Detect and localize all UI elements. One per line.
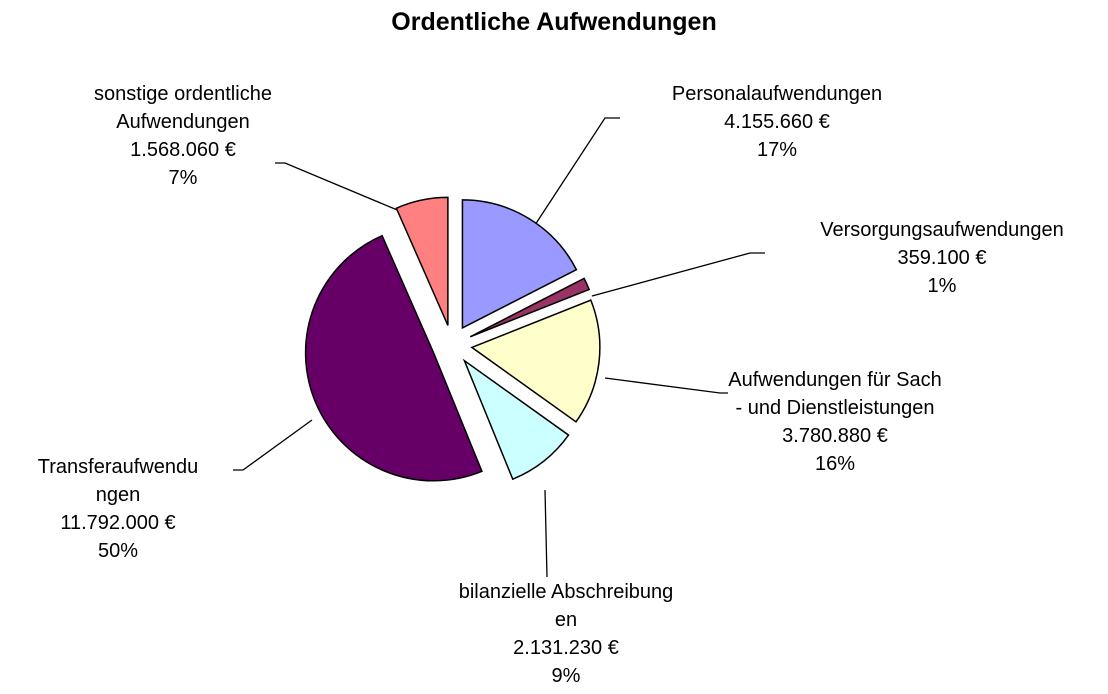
chart-title: Ordentliche Aufwendungen: [391, 8, 717, 36]
slice-label: Aufwendungen für Sach- und Dienstleistun…: [725, 366, 945, 478]
percent-label: 7%: [168, 167, 198, 189]
percent-label: 16%: [814, 453, 856, 475]
value-label: 2.131.230 €: [513, 637, 619, 659]
pie-slice: [304, 234, 483, 482]
category-label: Versorgungsaufwendungen: [820, 219, 1064, 241]
slice-label: bilanzielle Abschreibungen 2.131.230 € 9%: [456, 578, 676, 690]
leader-line: [604, 377, 728, 394]
percent-label: 9%: [551, 665, 581, 687]
leader-line: [275, 162, 403, 213]
percent-label: 50%: [97, 540, 139, 562]
value-label: 3.780.880 €: [782, 425, 888, 447]
slice-label: Personalaufwendungen 4.155.660 € 17%: [627, 80, 927, 164]
slice-label: sonstige ordentliche Aufwendungen 1.568.0…: [88, 80, 278, 192]
slice-label: Transferaufwendungen 11.792.000 € 50%: [33, 453, 203, 565]
category-label: bilanzielle Abschreibungen: [458, 581, 674, 631]
value-label: 11.792.000 €: [60, 512, 176, 534]
category-label: sonstige ordentliche Aufwendungen: [94, 83, 272, 133]
category-label: Aufwendungen für Sach- und Dienstleistun…: [728, 369, 942, 419]
pie-slice: [470, 299, 601, 423]
leader-line: [532, 117, 620, 229]
slice-label: Versorgungsaufwendungen 359.100 € 1%: [772, 216, 1108, 300]
percent-label: 1%: [927, 275, 957, 297]
value-label: 4.155.660 €: [724, 111, 830, 133]
value-label: 359.100 €: [897, 247, 987, 269]
leader-line: [233, 419, 313, 471]
pie-slice: [469, 277, 591, 338]
category-label: Transferaufwendungen: [37, 456, 199, 506]
pie-slice: [395, 196, 449, 326]
category-label: Personalaufwendungen: [671, 83, 883, 105]
value-label: 1.568.060 €: [130, 139, 236, 161]
leader-line: [591, 252, 765, 297]
pie-slice: [462, 358, 570, 481]
pie-slice: [461, 199, 578, 330]
percent-label: 17%: [756, 139, 798, 161]
leader-line: [544, 489, 548, 578]
